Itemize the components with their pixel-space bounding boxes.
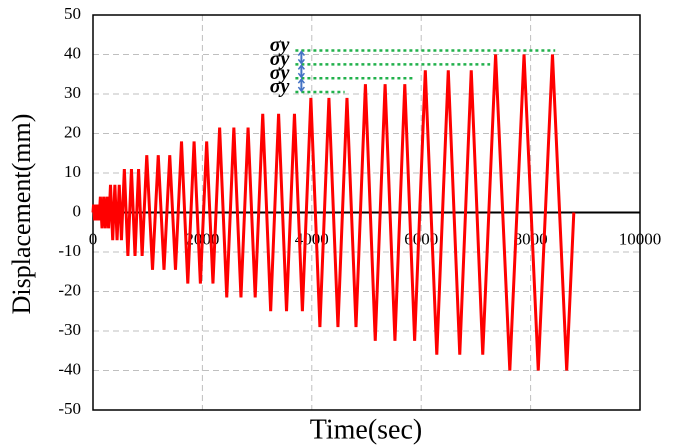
y-axis-title: Displacement(mm): [7, 114, 36, 315]
x-axis-title: Time(sec): [310, 414, 423, 445]
y-tick-label: 0: [73, 201, 82, 220]
y-tick-label: 40: [64, 43, 81, 62]
y-tick-label: -50: [58, 399, 81, 418]
y-tick-label: -40: [58, 359, 81, 378]
sigma-label: σy: [270, 76, 290, 98]
x-tick-label: 4000: [295, 229, 329, 248]
sigma-arrowhead: [297, 64, 305, 79]
y-tick-label: 20: [64, 122, 81, 141]
x-tick-label: 6000: [404, 229, 438, 248]
y-tick-label: -10: [58, 241, 81, 260]
sigma-arrowhead: [297, 50, 305, 65]
sigma-label: σy: [270, 34, 290, 56]
sigma-arrowhead: [297, 77, 305, 93]
y-tick-label: 10: [64, 162, 81, 181]
sigma-label: σy: [270, 48, 290, 70]
y-tick-label: -20: [58, 280, 81, 299]
y-tick-label: -30: [58, 320, 81, 339]
x-tick-label: 8000: [514, 229, 548, 248]
sigma-label: σy: [270, 62, 290, 84]
y-tick-label: 30: [64, 83, 81, 102]
y-tick-label: 50: [64, 4, 81, 23]
data-line: [91, 54, 576, 371]
